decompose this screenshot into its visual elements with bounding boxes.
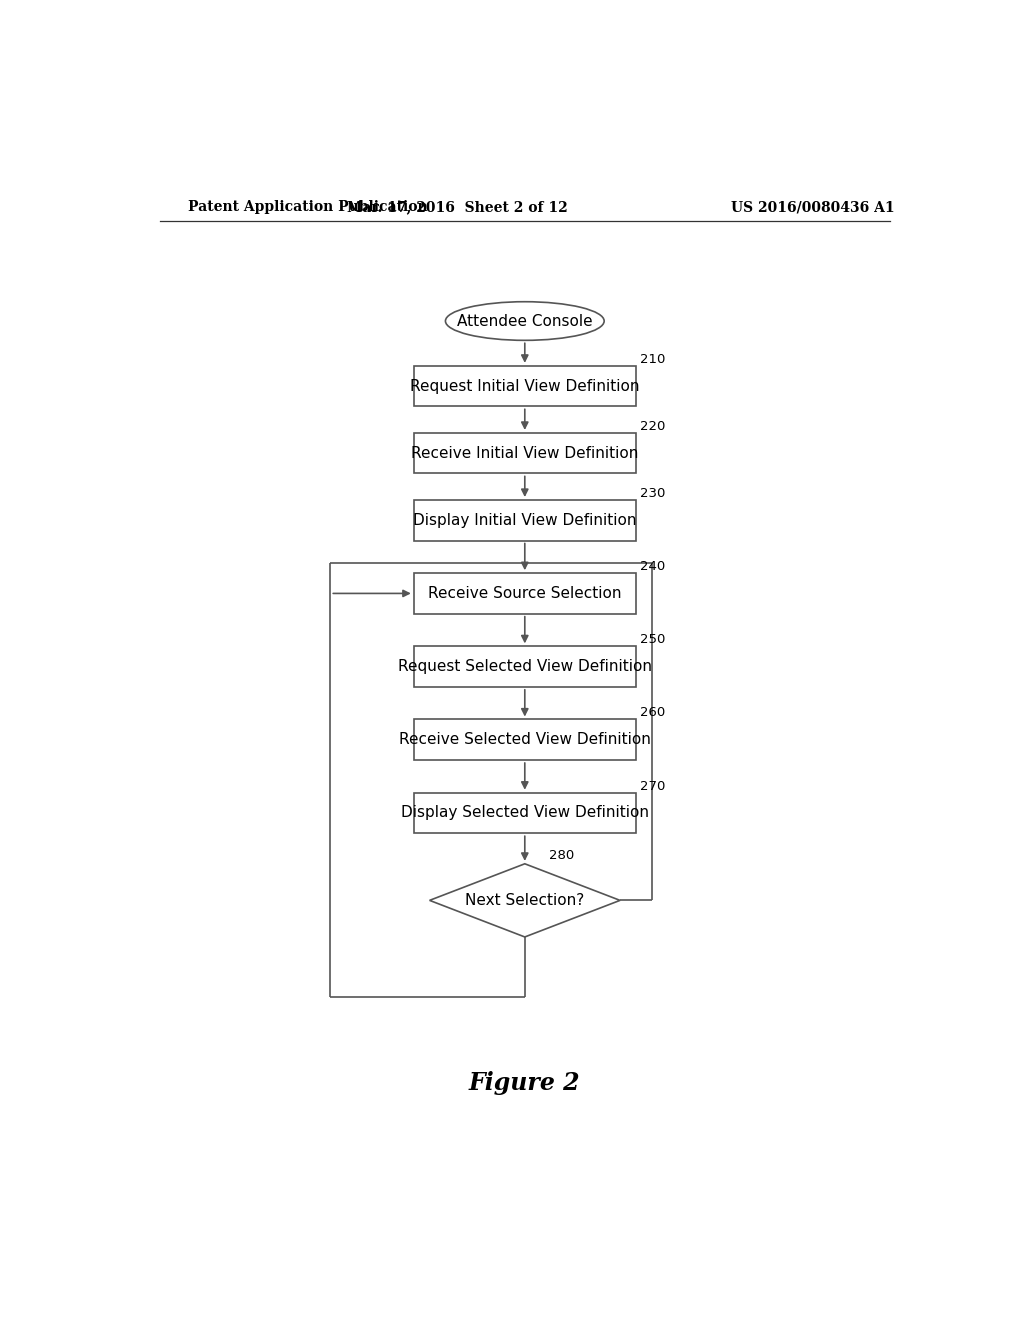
Text: Request Initial View Definition: Request Initial View Definition [410, 379, 640, 393]
Text: 230: 230 [640, 487, 666, 500]
Bar [414, 647, 636, 686]
Text: 270: 270 [640, 780, 666, 792]
Text: Display Selected View Definition: Display Selected View Definition [400, 805, 649, 821]
Text: Receive Selected View Definition: Receive Selected View Definition [399, 733, 650, 747]
Text: 250: 250 [640, 634, 666, 647]
Text: 280: 280 [549, 849, 573, 862]
Text: Figure 2: Figure 2 [469, 1072, 581, 1096]
Text: 260: 260 [640, 706, 666, 719]
Text: 210: 210 [640, 352, 666, 366]
Bar [414, 573, 636, 614]
Text: 220: 220 [640, 420, 666, 433]
Text: Request Selected View Definition: Request Selected View Definition [397, 659, 652, 675]
Text: Next Selection?: Next Selection? [465, 892, 585, 908]
Bar [414, 433, 636, 474]
Text: Mar. 17, 2016  Sheet 2 of 12: Mar. 17, 2016 Sheet 2 of 12 [347, 201, 567, 214]
Text: US 2016/0080436 A1: US 2016/0080436 A1 [731, 201, 895, 214]
Text: Receive Source Selection: Receive Source Selection [428, 586, 622, 601]
Text: Patent Application Publication: Patent Application Publication [187, 201, 427, 214]
Text: Receive Initial View Definition: Receive Initial View Definition [411, 446, 639, 461]
Bar [414, 792, 636, 833]
Bar [414, 500, 636, 541]
Text: 240: 240 [640, 560, 666, 573]
Text: Attendee Console: Attendee Console [457, 314, 593, 329]
Text: Display Initial View Definition: Display Initial View Definition [413, 512, 637, 528]
Bar [414, 719, 636, 760]
Bar [414, 366, 636, 407]
